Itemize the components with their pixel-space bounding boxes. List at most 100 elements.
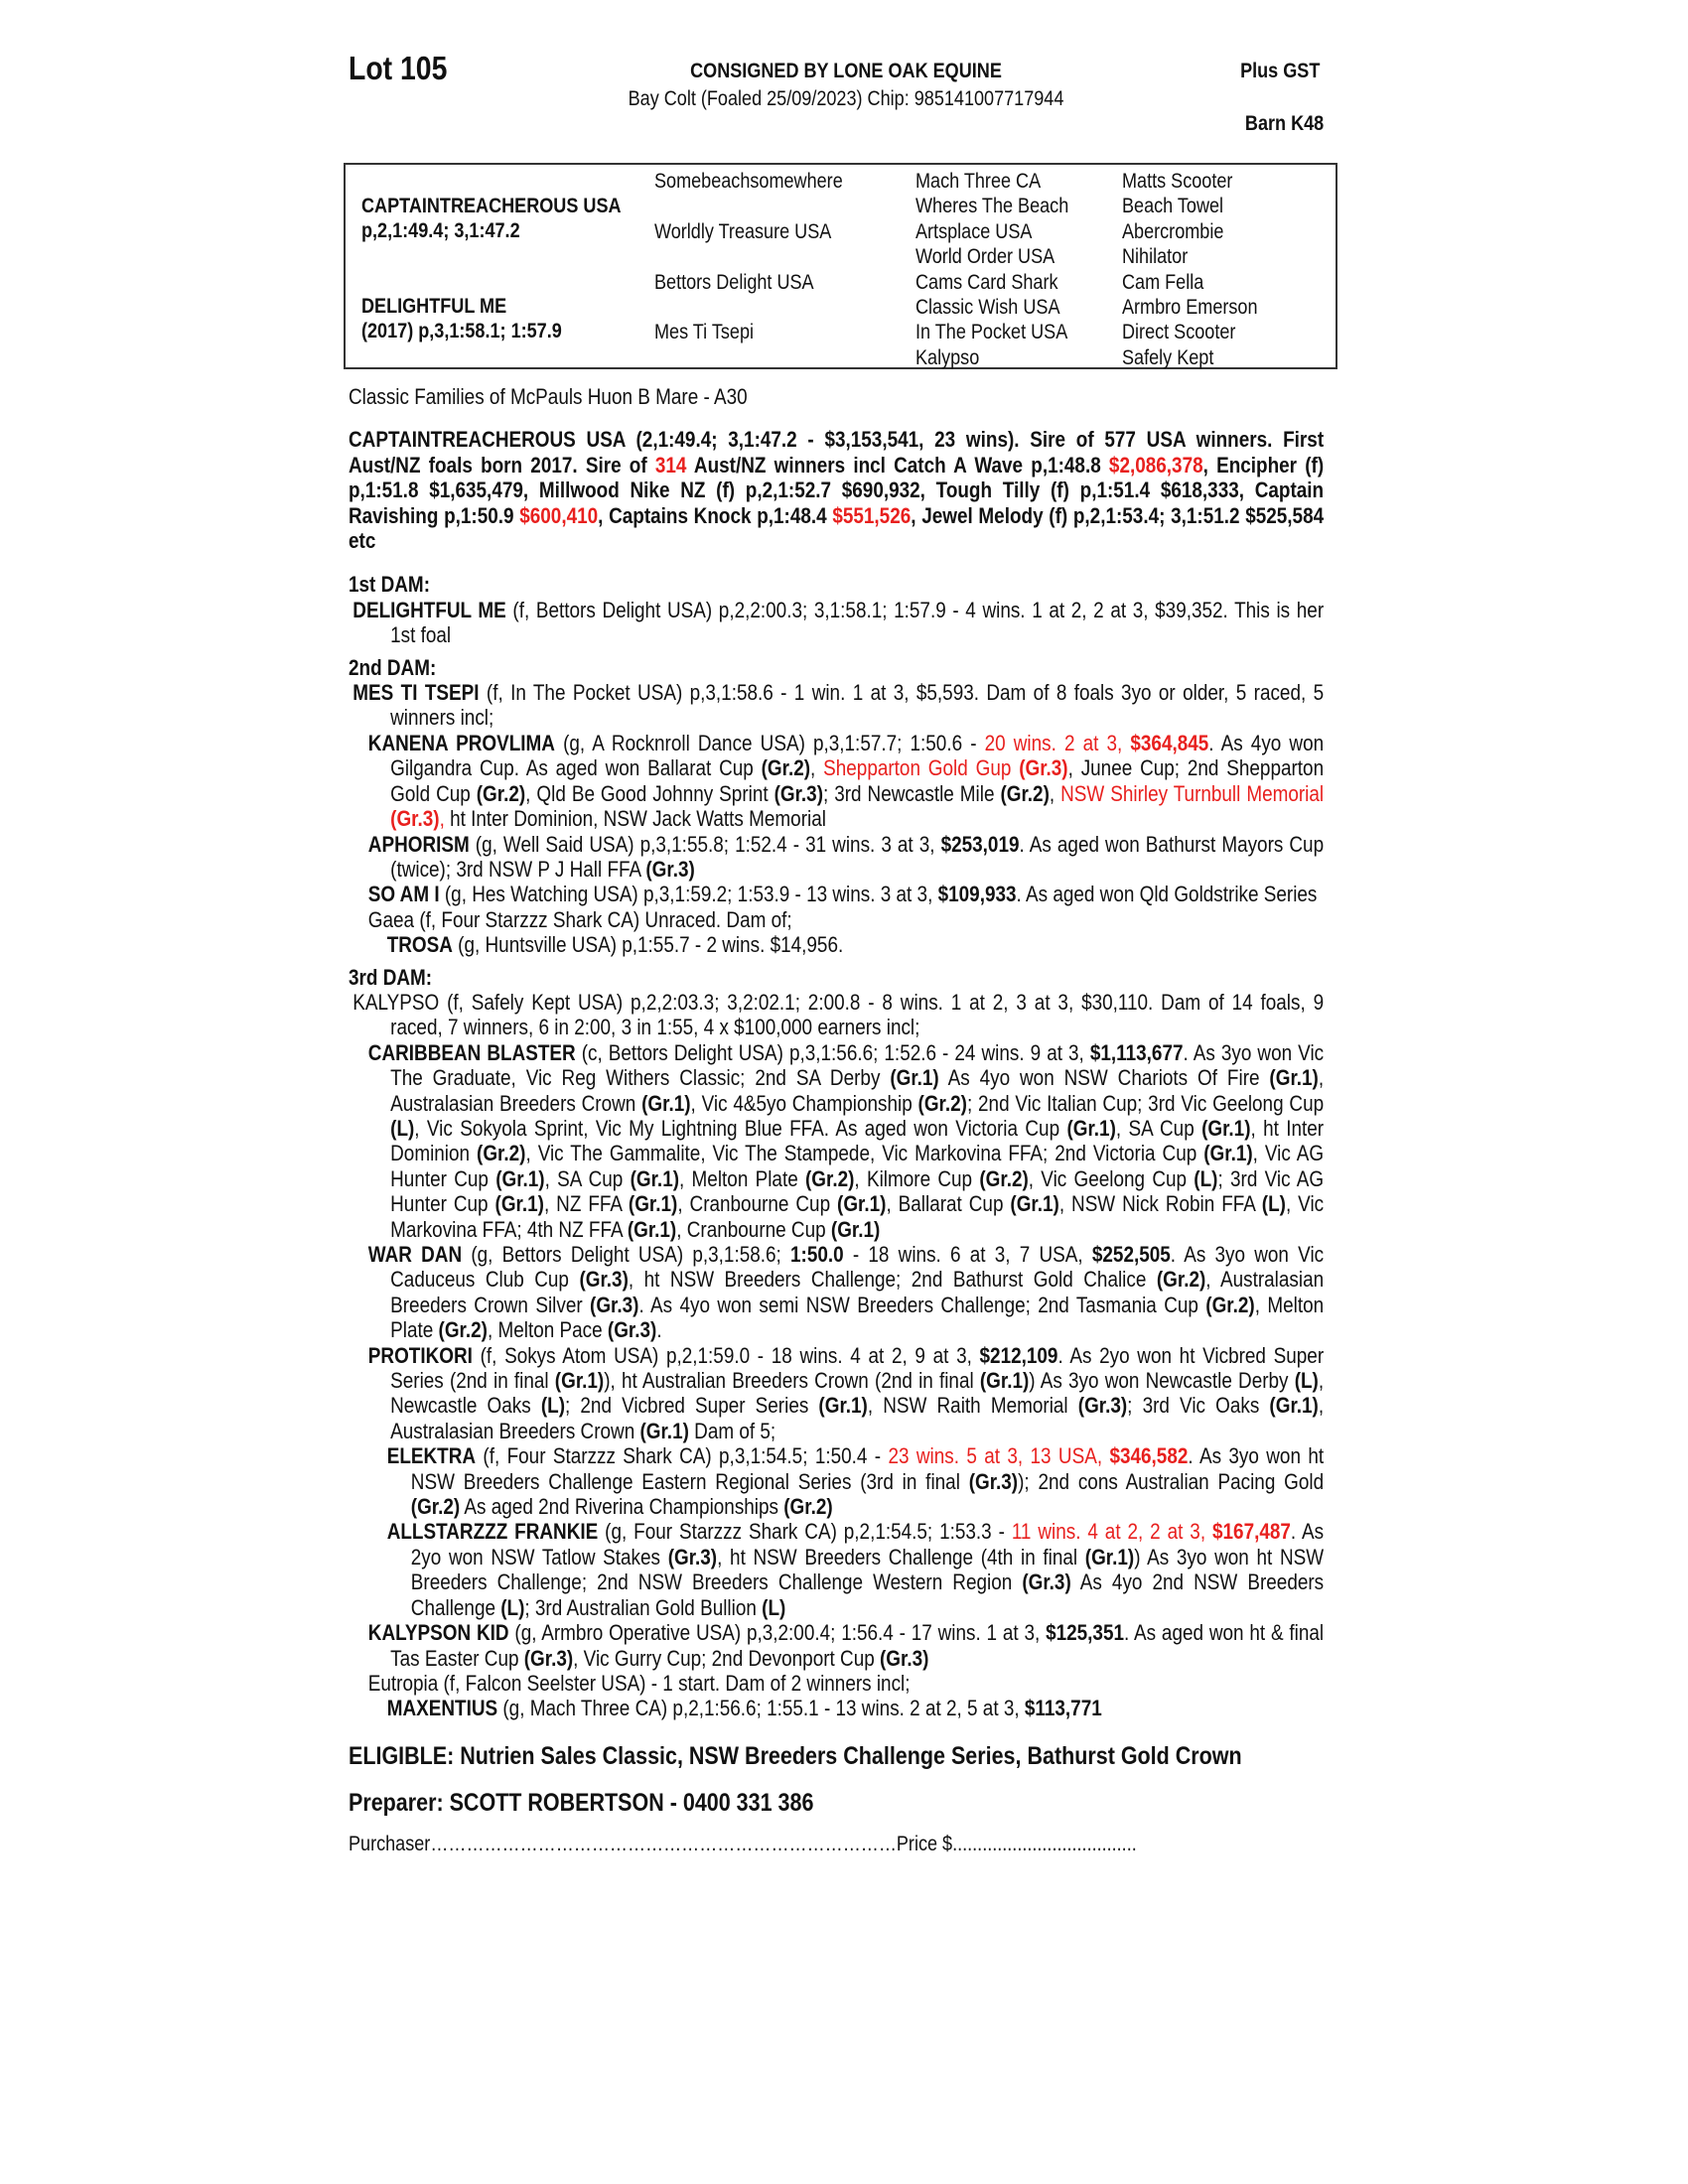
text-segment: (Gr.1) [1066,1115,1116,1141]
highlight-text: NSW Shirley Turnbull Memorial [1060,780,1325,806]
pedigree-gen4-ancestor: Safely Kept [1122,345,1214,369]
text-segment: (Gr.2) [783,1494,833,1520]
pedigree-grandparent: Worldly Treasure USA [654,219,832,243]
text-segment: , Ballarat Cup [886,1191,1011,1217]
text-segment: (L) [762,1594,786,1620]
progeny-entry: APHORISM (g, Well Said USA) p,3,1:55.8; … [349,832,1324,883]
text-segment: Dam of 5; [688,1418,776,1443]
purchaser-field[interactable]: …………………………………………………………………… [430,1832,897,1855]
text-segment: (Gr.2) [917,1090,967,1116]
text-segment: - 18 wins. 6 at 3, 7 USA, [843,1242,1092,1267]
text-segment: ; 3rd Australian Gold Bullion [524,1594,763,1620]
text-segment: ; 3rd Vic AG Hunter Cup [390,1165,1325,1217]
text-segment: $253,019 [940,831,1020,857]
text-segment: , Vic The Gammalite, Vic The Stampede, V… [525,1141,1204,1166]
text-segment: (Gr.3) [579,1267,629,1293]
catalogue-body: Classic Families of McPauls Huon B Mare … [349,384,1324,1856]
text-segment: (g, Mach Three CA) p,2,1:56.6; 1:55.1 - … [497,1696,1025,1721]
dam-section: 2nd DAM: MES TI TSEPI (f, In The Pocket U… [349,655,1324,958]
text-segment: (Gr.1) [1269,1065,1319,1091]
text-segment: , SA Cup [544,1165,631,1191]
price-label: Price $ [896,1832,953,1855]
preparer-line: Preparer: SCOTT ROBERTSON - 0400 331 386 [349,1788,814,1817]
purchase-line: Purchaser……………………………………………………………………Price… [349,1832,1324,1856]
text-segment: $212,109 [979,1342,1058,1368]
text-segment: , Kilmore Cup [854,1165,980,1191]
text-segment: Gaea (f, Four Starzzz Shark CA) Unraced.… [367,906,792,932]
text-segment: ); 2nd cons Australian Pacing Gold [1018,1468,1325,1494]
text-segment: (Gr.1) [1269,1393,1319,1419]
text-segment: ; 2nd Vic Italian Cup; 3rd Vic Geelong C… [966,1090,1325,1116]
text-segment: CARIBBEAN BLASTER [367,1039,576,1065]
text-segment: KALYPSO (f, Safely Kept USA) p,2,2:03.3;… [352,989,1325,1040]
text-segment: ELEKTRA [386,1443,477,1469]
text-segment: (L) [500,1594,525,1620]
highlight-text: $600,410 [519,502,599,528]
text-segment: TROSA [386,932,453,958]
progeny-entry: CARIBBEAN BLASTER (c, Bettors Delight US… [349,1040,1324,1242]
text-segment: (L) [1294,1368,1319,1394]
pedigree-great-grandparent: In The Pocket USA [915,321,1068,344]
text-segment: . As 3yo won ht NSW Breeders Challenge E… [410,1443,1325,1494]
text-segment: (Gr.3) [667,1544,718,1570]
text-segment: WAR DAN [367,1242,463,1267]
text-segment: (Gr.3) [968,1468,1019,1494]
text-segment: ; 3rd Newcastle Mile [822,780,1001,806]
progeny-entry: SO AM I (g, Hes Watching USA) p,3,1:59.2… [349,882,1324,906]
text-segment: (Gr.2) [979,1165,1029,1191]
text-segment: , Vic 4&5yo Championship [690,1090,918,1116]
text-segment: . As aged won Qld Goldstrike Series [1016,882,1318,907]
dam-record: (2017) p,3,1:58.1; 1:57.9 [361,320,562,342]
text-segment: (Gr.1) [837,1191,887,1217]
text-segment: (g, Armbro Operative USA) p,3,2:00.4; 1:… [508,1620,1047,1646]
text-segment: (Gr.2) [1156,1267,1206,1293]
text-segment: (Gr.3) [645,856,695,882]
pedigree-gen4-ancestor: Abercrombie [1122,219,1224,243]
text-segment: (f, In The Pocket USA) p,3,1:58.6 - 1 wi… [390,680,1325,731]
pedigree-great-grandparent: Wheres The Beach [915,195,1069,218]
text-segment: . As 2yo won NSW Tatlow Stakes [410,1519,1325,1570]
text-segment: . As aged won Bathurst Mayors Cup (twice… [390,831,1325,882]
text-segment: , Vic Geelong Cup [1028,1165,1195,1191]
pedigree-great-grandparent: World Order USA [915,245,1055,269]
text-segment: (g, Hes Watching USA) p,3,1:59.2; 1:53.9… [439,882,938,907]
text-segment: (Gr.2) [1000,780,1050,806]
pedigree-great-grandparent: Artsplace USA [915,219,1033,243]
sire-paragraph: CAPTAINTREACHEROUS USA (2,1:49.4; 3,1:47… [349,427,1324,553]
text-segment: (L) [540,1393,566,1419]
progeny-entry: ALLSTARZZZ FRANKIE (g, Four Starzzz Shar… [349,1519,1324,1620]
text-segment: ; 2nd Vicbred Super Series [565,1393,819,1419]
pedigree-gen4-ancestor: Nihilator [1122,245,1189,269]
text-segment: (g, Bettors Delight USA) p,3,1:58.6; [462,1242,791,1267]
text-segment: (Gr.2) [476,780,526,806]
highlight-text: $346,582 [1109,1443,1189,1469]
text-segment: , Vic Gurry Cup; 2nd Devonport Cup [573,1645,881,1671]
pedigree-great-grandparent: Cams Card Shark [915,270,1058,294]
text-segment: , Vic Sokyola Sprint, Vic My Lightning B… [414,1115,1067,1141]
highlight-text: , [439,806,445,832]
pedigree-grandparent: Mes Ti Tsepi [654,321,755,344]
lot-number: Lot 105 [349,50,448,86]
progeny-entry: MAXENTIUS (g, Mach Three CA) p,2,1:56.6;… [349,1696,1324,1720]
text-segment: (Gr.1) [979,1368,1030,1394]
text-segment: $109,933 [937,882,1017,907]
text-segment: , [810,755,824,781]
text-segment: . As 2yo won ht Vicbred Super Series (2n… [390,1342,1325,1394]
price-field[interactable]: ..................................... [952,1832,1137,1855]
text-segment: (Gr.1) [639,1418,689,1443]
text-segment: (Gr.1) [627,1216,677,1242]
text-segment: $1,113,677 [1089,1039,1184,1065]
text-segment: MES TI TSEPI [352,680,480,706]
text-segment: (Gr.3) [523,1645,574,1671]
text-segment: (Gr.3) [774,780,823,806]
text-segment: (Gr.3) [590,1292,639,1317]
dam-section: 3rd DAM: KALYPSO (f, Safely Kept USA) p,2… [349,965,1324,1721]
text-segment: , Junee Cup; 2nd Shepparton Gold Cup [390,755,1325,806]
text-segment: (Gr.2) [805,1165,855,1191]
pedigree-grandparent: Somebeachsomewhere [654,170,843,193]
highlight-text: $2,086,378 [1108,452,1203,478]
text-segment: (f, Bettors Delight USA) p,2,2:00.3; 3,1… [390,597,1325,648]
text-segment: (Gr.2) [477,1141,526,1166]
highlight-text: $167,487 [1211,1519,1291,1545]
text-segment: As aged 2nd Riverina Championships [460,1494,784,1520]
